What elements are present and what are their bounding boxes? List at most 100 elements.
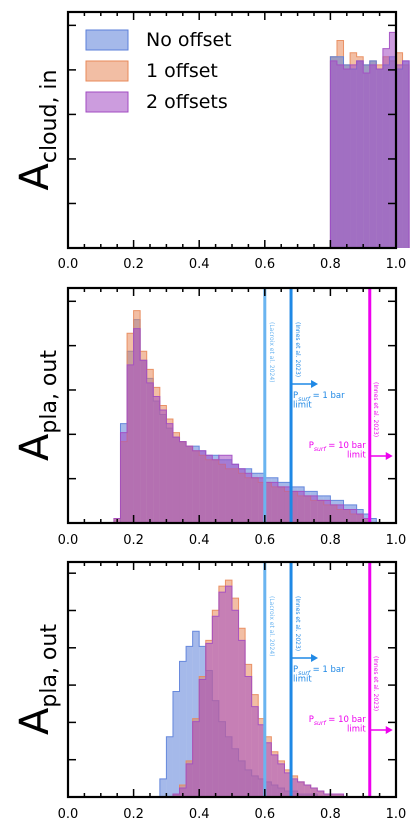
limit-annotation-rest: = 1 bar — [310, 391, 345, 401]
histogram-bar — [297, 781, 305, 797]
histogram-bar — [382, 48, 390, 248]
limit-annotation-rest: = 10 bar — [326, 715, 367, 725]
histogram-bar — [159, 410, 167, 523]
x-tick-label: 0.0 — [58, 257, 79, 272]
histogram-bar — [232, 610, 239, 797]
limit-annotation-sub: surf — [298, 670, 311, 677]
histogram-bar — [330, 60, 337, 248]
x-tick-label: 0.2 — [123, 807, 144, 822]
histogram-bar — [304, 495, 311, 523]
histogram-bar — [251, 477, 259, 523]
histogram-bar — [232, 464, 239, 523]
x-tick-label: 0.6 — [254, 807, 275, 822]
panel-1: 0.0 0.2 0.4 0.6 0.8 1.0 Acloud, in No offset 1 o… — [12, 10, 410, 272]
y-axis-label-main: A — [12, 433, 58, 461]
reference-line-label: (Innes et al. 2023) — [294, 596, 301, 651]
limit-annotation-sub: surf — [314, 720, 327, 727]
histogram-bar — [166, 736, 173, 797]
histogram-bar — [212, 616, 219, 797]
histogram-bar — [343, 509, 351, 523]
histogram-bar — [140, 360, 147, 523]
histogram-bar — [192, 631, 200, 797]
histogram-bar — [297, 491, 305, 523]
reference-line-label: (Innes et al. 2023) — [372, 382, 379, 437]
histogram-bar — [186, 763, 193, 797]
reference-line-label: (Innes et al. 2023) — [294, 322, 301, 377]
series-2-offsets — [159, 585, 357, 798]
y-axis-label-sub: cloud, in — [37, 70, 62, 164]
limit-annotation-line: P — [293, 665, 298, 675]
legend-swatch — [85, 91, 129, 113]
limit-annotation-line: limit — [293, 401, 312, 411]
histogram-bar — [396, 64, 403, 249]
limit-annotation-rest: = 10 bar — [326, 441, 367, 451]
histogram-bar — [363, 518, 370, 523]
y-axis-label-sub: pla, out — [37, 350, 62, 434]
histogram-bar — [271, 754, 278, 797]
limit-arrow — [369, 726, 393, 734]
limit-annotation-sub: surf — [314, 446, 327, 453]
x-tick-label: 0.8 — [320, 807, 341, 822]
histogram-outline — [113, 328, 377, 524]
limit-annotation: Psurf = 10 bar limit — [309, 715, 367, 735]
y-axis-label-main: A — [12, 163, 58, 191]
x-tick-label: 0.6 — [254, 533, 275, 548]
limit-annotation: Psurf = 1 bar limit — [293, 665, 345, 685]
histogram-bar — [225, 455, 232, 523]
histogram-bar — [369, 64, 377, 249]
histogram-bar — [179, 441, 187, 523]
x-tick-label: 0.4 — [189, 257, 210, 272]
histogram-bar — [264, 482, 272, 523]
y-axis-label: Apla, out — [12, 624, 62, 735]
x-tick-label: 0.0 — [58, 807, 79, 822]
legend-label: 2 offsets — [146, 91, 228, 113]
histogram-bar — [199, 679, 206, 797]
histogram-outline — [159, 585, 357, 798]
legend-swatch — [85, 29, 129, 51]
histogram-bar — [271, 482, 278, 523]
histogram-bar — [127, 364, 134, 523]
histogram-bar — [369, 518, 377, 523]
histogram-bar — [159, 778, 167, 797]
limit-arrow — [291, 380, 319, 388]
histogram-bar — [363, 73, 370, 248]
histogram-bar — [336, 64, 344, 249]
histogram-bar — [192, 721, 200, 797]
legend-label: 1 offset — [146, 60, 218, 82]
histogram-bar — [186, 646, 193, 797]
limit-annotation-line: P — [293, 391, 298, 401]
legend-swatch — [85, 60, 129, 82]
histogram-bar — [277, 763, 285, 797]
limit-annotation-sub: surf — [298, 396, 311, 403]
limit-annotation-line: limit — [347, 451, 366, 461]
series-2-offsets — [329, 31, 410, 249]
histogram-bar — [212, 459, 219, 523]
x-tick-label: 0.2 — [123, 257, 144, 272]
histogram-bar — [166, 423, 173, 523]
arrow-head — [311, 380, 319, 388]
histogram-bar — [179, 787, 187, 797]
limit-annotation: Psurf = 1 bar limit — [293, 391, 345, 411]
x-tick-label: 0.8 — [320, 257, 341, 272]
y-axis-label-main: A — [12, 707, 58, 735]
histogram-bar — [376, 68, 383, 248]
histogram-bar — [323, 500, 331, 523]
y-axis-label-sub: pla, out — [37, 624, 62, 708]
histogram-bar — [172, 437, 180, 523]
limit-annotation-line: limit — [293, 675, 312, 685]
histogram-bar — [284, 486, 292, 523]
histogram-bar — [153, 396, 160, 523]
histogram-bar — [251, 706, 259, 797]
legend-label: No offset — [146, 29, 232, 51]
histogram-bar — [389, 32, 396, 249]
histogram-bar — [291, 491, 298, 523]
x-tick-label: 0.4 — [189, 533, 210, 548]
histogram-bar — [356, 513, 364, 523]
x-tick-label: 0.2 — [123, 533, 144, 548]
histogram-bar — [238, 468, 246, 523]
x-tick-label: 0.4 — [189, 807, 210, 822]
histogram-bar — [192, 450, 200, 523]
histogram-bar — [350, 509, 357, 523]
histogram-bar — [310, 787, 318, 797]
